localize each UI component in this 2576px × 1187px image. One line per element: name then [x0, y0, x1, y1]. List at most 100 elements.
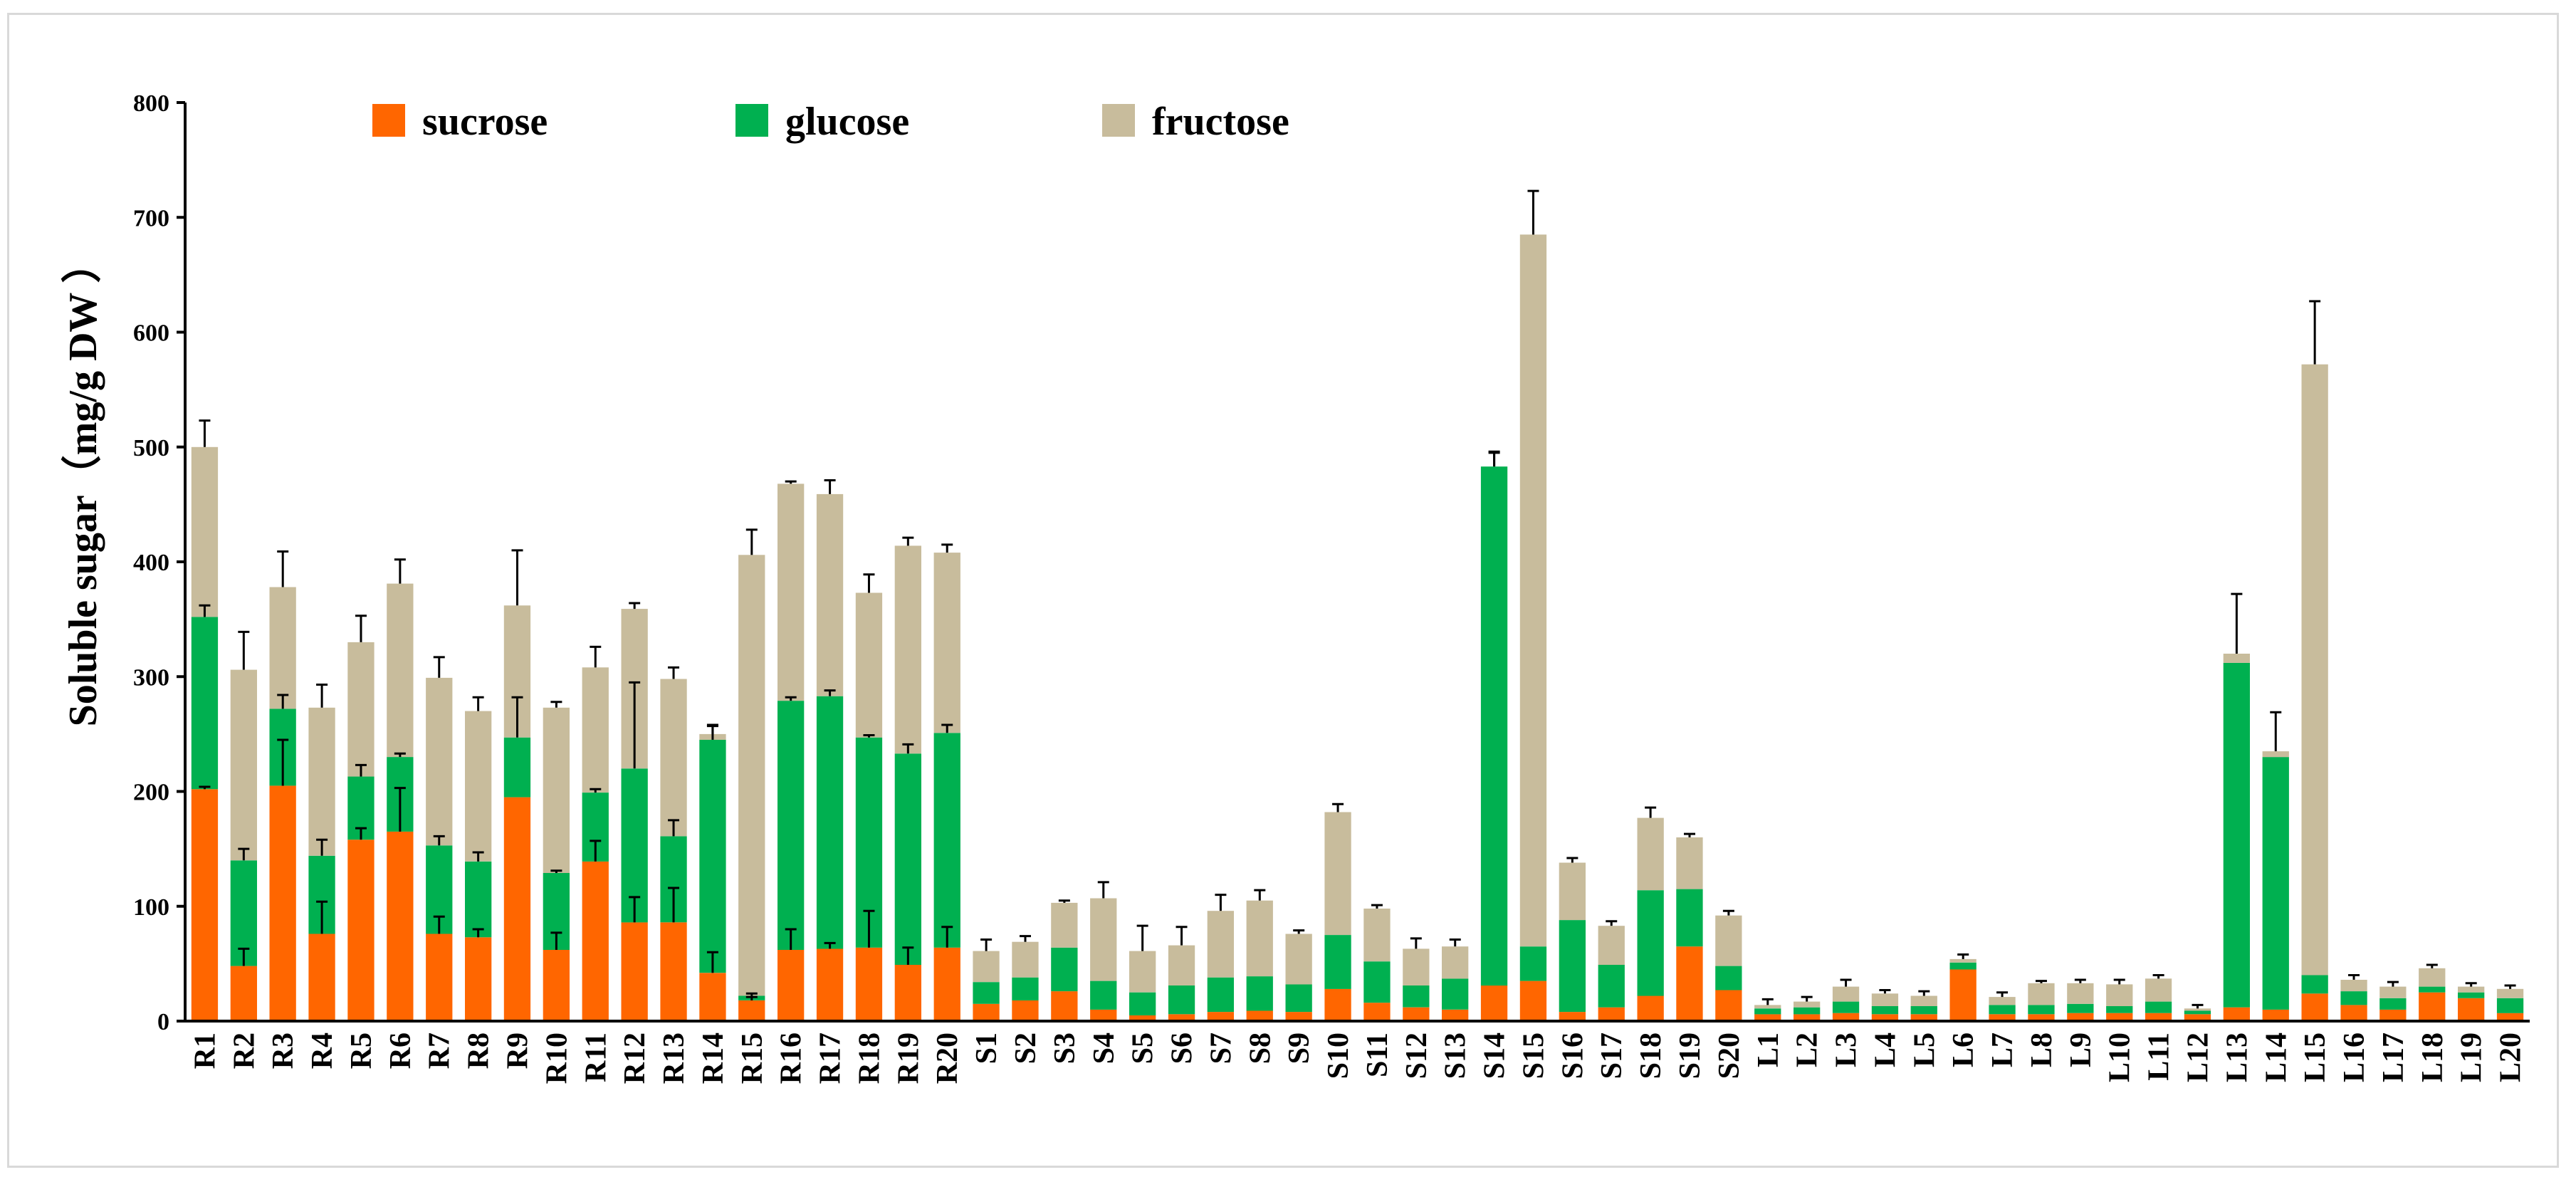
bar-sucrose-R8: [465, 937, 492, 1021]
x-tick-label-R20: R20: [931, 1032, 964, 1084]
bar-glucose-R17: [816, 696, 844, 949]
bar-fructose-S2: [1012, 941, 1039, 978]
bar-sucrose-R20: [933, 947, 960, 1021]
bar-sucrose-R4: [308, 934, 335, 1021]
x-tick-label-L20: L20: [2495, 1032, 2528, 1082]
axes: R1 R2 R3 R4 R5 R6 R7 R8 R9 R10 R11 R12 R13 R14 R15 R16 R…: [133, 90, 2530, 1084]
bar-sucrose-L11: [2145, 1013, 2172, 1021]
bar-sucrose-S13: [1442, 1009, 1469, 1021]
x-tick-label-R11: R11: [580, 1032, 612, 1082]
x-tick-label-R18: R18: [854, 1032, 886, 1084]
bar-glucose-S11: [1363, 961, 1391, 1003]
x-tick-label-R10: R10: [540, 1032, 573, 1084]
bar-sucrose-S9: [1285, 1012, 1312, 1021]
bar-glucose-S16: [1559, 920, 1586, 1013]
bar-fructose-L2: [1794, 1001, 1821, 1008]
bar-sucrose-R12: [621, 922, 648, 1021]
bar-sucrose-R3: [269, 785, 296, 1021]
bar-glucose-S18: [1637, 890, 1664, 996]
x-tick-label-R5: R5: [345, 1032, 378, 1069]
bar-glucose-S7: [1207, 977, 1234, 1013]
x-tick-label-S19: S19: [1674, 1032, 1707, 1079]
bar-glucose-L3: [1832, 1001, 1860, 1013]
bar-glucose-S6: [1168, 985, 1195, 1015]
bar-sucrose-S17: [1598, 1007, 1625, 1021]
bar-glucose-L8: [2028, 1005, 2055, 1015]
bar-glucose-L5: [1910, 1006, 1937, 1015]
bar-fructose-S15: [1519, 234, 1547, 947]
x-tick-label-L15: L15: [2299, 1032, 2332, 1082]
x-tick-label-R9: R9: [502, 1032, 535, 1069]
bar-glucose-S2: [1012, 977, 1039, 1000]
bar-sucrose-R16: [777, 950, 805, 1021]
x-tick-label-L17: L17: [2377, 1032, 2410, 1082]
bar-fructose-S13: [1442, 946, 1469, 979]
bar-glucose-R9: [503, 737, 531, 798]
bar-fructose-L4: [1871, 993, 1899, 1006]
bar-glucose-S3: [1051, 947, 1078, 992]
bar-glucose-L6: [1949, 962, 1976, 970]
bar-fructose-R13: [660, 679, 687, 837]
x-tick-label-R12: R12: [619, 1032, 651, 1084]
y-tick-label-400: 400: [133, 550, 169, 576]
bar-glucose-S9: [1285, 984, 1312, 1013]
bar-fructose-S8: [1246, 900, 1273, 977]
bar-glucose-S14: [1480, 466, 1508, 986]
bar-sucrose-L15: [2301, 993, 2328, 1021]
bar-fructose-L10: [2106, 984, 2133, 1006]
x-tick-label-S15: S15: [1518, 1032, 1551, 1079]
x-tick-label-L3: L3: [1831, 1032, 1863, 1067]
bar-glucose-S20: [1715, 966, 1742, 990]
bar-fructose-S19: [1676, 837, 1703, 889]
bar-glucose-L19: [2458, 992, 2485, 998]
bar-fructose-S4: [1090, 898, 1117, 981]
bar-sucrose-S16: [1559, 1012, 1586, 1021]
x-tick-label-S14: S14: [1479, 1032, 1512, 1079]
bar-fructose-S3: [1051, 902, 1078, 948]
bar-fructose-S11: [1363, 909, 1391, 962]
bar-sucrose-L18: [2419, 992, 2446, 1021]
bar-sucrose-L6: [1949, 969, 1976, 1021]
legend: sucrose glucose fructose: [372, 100, 1289, 144]
bar-sucrose-R11: [582, 861, 609, 1021]
legend-label-glucose: glucose: [785, 100, 909, 144]
bar-sucrose-L17: [2379, 1009, 2407, 1021]
x-tick-label-L11: L11: [2143, 1032, 2176, 1081]
x-tick-label-S17: S17: [1596, 1032, 1628, 1079]
bar-glucose-S19: [1676, 889, 1703, 947]
bar-fructose-S1: [973, 951, 1000, 983]
x-tick-label-S2: S2: [1010, 1032, 1042, 1064]
bar-sucrose-S10: [1324, 988, 1351, 1021]
bar-glucose-L13: [2223, 662, 2250, 1008]
bar-sucrose-L12: [2184, 1014, 2211, 1021]
bar-glucose-L9: [2067, 1003, 2094, 1013]
bar-fructose-L16: [2340, 980, 2367, 992]
bar-glucose-R8: [465, 861, 492, 938]
bar-glucose-R16: [777, 701, 805, 950]
x-tick-label-S9: S9: [1283, 1032, 1316, 1064]
bar-sucrose-S5: [1129, 1015, 1156, 1021]
y-tick-label-700: 700: [133, 205, 169, 231]
bar-sucrose-L2: [1794, 1014, 1821, 1021]
x-tick-label-S7: S7: [1205, 1032, 1237, 1064]
bar-glucose-L1: [1754, 1008, 1781, 1015]
x-tick-label-L7: L7: [1986, 1032, 2019, 1067]
bar-fructose-S16: [1559, 862, 1586, 921]
bar-sucrose-S14: [1480, 985, 1508, 1021]
bar-sucrose-L5: [1910, 1014, 1937, 1021]
x-tick-label-L14: L14: [2260, 1032, 2293, 1082]
x-tick-label-R8: R8: [463, 1032, 496, 1069]
x-tick-label-S18: S18: [1635, 1032, 1667, 1079]
bar-fructose-L5: [1910, 995, 1937, 1006]
bar-fructose-S6: [1168, 945, 1195, 985]
bar-glucose-L20: [2496, 998, 2524, 1013]
x-tick-label-R16: R16: [775, 1032, 808, 1084]
bar-glucose-L16: [2340, 991, 2367, 1005]
x-tick-label-R6: R6: [384, 1032, 417, 1069]
bar-sucrose-S6: [1168, 1014, 1195, 1021]
bar-sucrose-S19: [1676, 946, 1703, 1021]
legend-label-sucrose: sucrose: [422, 100, 548, 144]
bar-glucose-R19: [894, 753, 921, 965]
x-tick-label-L5: L5: [1908, 1032, 1941, 1067]
bar-glucose-S17: [1598, 965, 1625, 1008]
